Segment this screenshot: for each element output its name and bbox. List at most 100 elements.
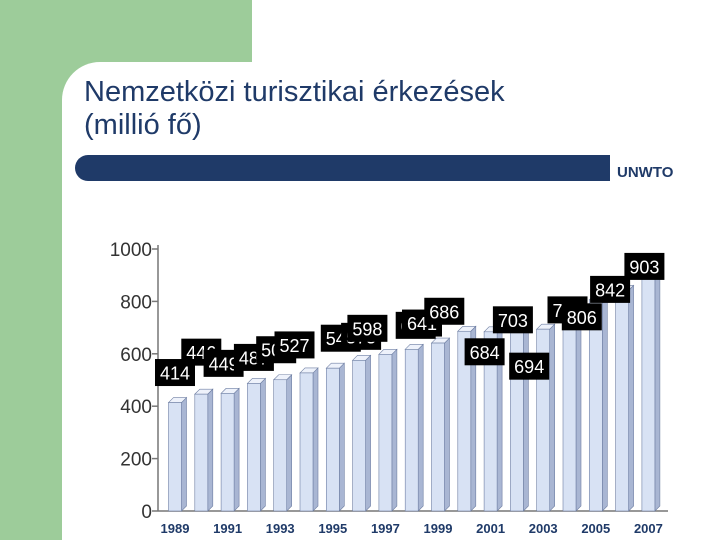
data-label-box: [424, 297, 465, 325]
bar-front: [299, 372, 314, 512]
bar-side: [233, 387, 240, 512]
data-label-text: 686: [429, 302, 459, 322]
bar: [246, 377, 267, 512]
bar-front: [273, 379, 288, 512]
bar-side: [338, 362, 345, 512]
data-label: 684: [464, 338, 505, 366]
x-tick-label: 1997: [371, 521, 400, 536]
bar-side: [601, 294, 608, 512]
bar: [535, 323, 556, 512]
bar-side: [523, 321, 529, 512]
bar: [404, 343, 424, 512]
data-label: 527: [274, 331, 315, 359]
data-label-box: [509, 352, 550, 380]
x-tick-label: 1989: [161, 521, 190, 536]
x-tick-label: 2001: [476, 521, 505, 536]
y-tick-label: 0: [141, 502, 152, 523]
y-tick-label: 600: [120, 345, 152, 366]
data-label-text: 598: [352, 319, 382, 339]
slide-title-line2: (millió fő): [84, 109, 202, 141]
bar-side: [286, 374, 293, 512]
bar-front: [352, 360, 366, 512]
bar-side: [207, 388, 214, 512]
bar: [641, 268, 661, 512]
data-label-box: [624, 252, 665, 280]
y-tick-label: 800: [120, 292, 152, 313]
bar-side: [365, 354, 371, 512]
bar-front: [220, 393, 235, 512]
bar: [430, 337, 451, 512]
data-label-text: 527: [279, 336, 309, 356]
bar-front: [641, 274, 656, 512]
bar-side: [312, 367, 319, 512]
bar: [220, 387, 240, 512]
bar-front: [615, 290, 629, 512]
data-label-text: 414: [160, 364, 190, 384]
bar-front: [457, 330, 472, 512]
x-tick-label: 1995: [318, 521, 347, 536]
data-label-box: [492, 306, 533, 334]
bar: [562, 306, 582, 512]
bar-front: [431, 342, 445, 512]
data-label-text: 703: [498, 311, 528, 331]
data-label-box: [590, 275, 631, 303]
data-label: 903: [624, 252, 665, 280]
bar: [325, 362, 346, 512]
bar: [272, 374, 293, 512]
data-label-box: [464, 338, 505, 366]
bar: [378, 348, 398, 512]
data-label-box: [561, 303, 602, 331]
data-label: 806: [561, 303, 602, 331]
data-label-box: [274, 331, 315, 359]
x-tick-label: 1993: [266, 521, 295, 536]
bar-front: [588, 299, 603, 512]
bar-front: [483, 331, 498, 512]
data-label-text: 684: [470, 343, 500, 363]
data-label-text: 449: [209, 354, 239, 374]
bar-front: [562, 311, 577, 512]
slide-title-line1: Nemzetközi turisztikai érkezések: [84, 76, 505, 108]
title-divider-bar: [75, 155, 610, 181]
data-label-text: 903: [629, 257, 659, 277]
y-tick-label: 400: [120, 397, 152, 418]
bar-side: [417, 343, 424, 512]
source-label: UNWTO: [617, 164, 674, 181]
bar-side: [260, 377, 266, 512]
bar: [167, 396, 188, 512]
data-label: 703: [492, 306, 533, 334]
bar: [457, 325, 477, 512]
data-label: 694: [509, 352, 550, 380]
y-tick-label: 1000: [110, 240, 152, 261]
bar-side: [654, 268, 661, 512]
bar-front: [168, 402, 182, 512]
bar-front: [404, 349, 419, 512]
bar-front: [247, 383, 261, 512]
x-tick-label: 2005: [581, 521, 610, 536]
bar-side: [391, 348, 398, 512]
bar: [614, 284, 635, 512]
data-label-text: 694: [514, 357, 544, 377]
y-tick-label: 200: [120, 450, 152, 471]
bar: [299, 367, 319, 512]
x-tick-label: 2003: [529, 521, 558, 536]
data-label-box: [347, 314, 388, 342]
bar-side: [444, 337, 450, 512]
bar: [509, 321, 530, 512]
bar-side: [181, 396, 187, 512]
bar: [194, 388, 214, 512]
bar: [351, 354, 372, 512]
data-label-text: 806: [567, 308, 597, 328]
x-tick-label: 1999: [424, 521, 453, 536]
slide-title: Nemzetközi turisztikai érkezések (millió…: [84, 76, 684, 142]
data-label: 842: [590, 275, 631, 303]
bar-side: [549, 323, 556, 512]
bar-front: [378, 354, 393, 512]
bar-front: [194, 393, 209, 512]
bar-front: [325, 367, 340, 512]
data-label-text: 842: [595, 280, 625, 300]
data-label: 686: [424, 297, 465, 325]
data-label: 598: [347, 314, 388, 342]
bar-side: [628, 284, 634, 512]
x-tick-label: 2007: [634, 521, 663, 536]
